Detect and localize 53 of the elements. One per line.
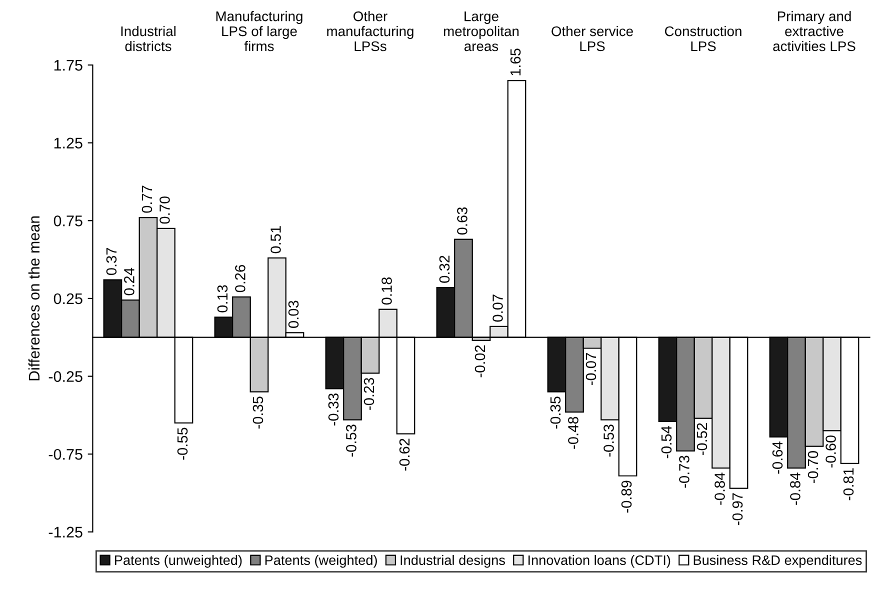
y-axis-title: Differences on the mean [28,216,40,380]
data-label: 0.07 [492,294,503,322]
data-label: 0.37 [106,248,117,276]
data-label: -0.73 [679,456,690,488]
y-tick-label: 0.75 [54,216,82,226]
data-label: 0.03 [288,300,299,328]
data-label: 0.13 [217,285,228,312]
x-tick-label: Manufacturing LPS of large firms [216,11,302,52]
y-tick-label: -0.75 [48,448,82,460]
data-label: -0.81 [843,468,854,500]
data-label: -0.35 [252,396,264,429]
y-tick-label: -1.25 [48,526,82,538]
data-label: -0.48 [568,416,578,449]
legend-label: Patents (weighted) [265,555,377,568]
data-label: -0.60 [826,435,836,468]
y-tick-label: 0.25 [54,293,82,304]
data-label: -0.33 [328,394,339,426]
x-tick-label: Other service LPS [552,26,633,52]
data-label: -0.02 [474,345,486,378]
data-label: -0.84 [790,472,800,505]
data-label: -0.07 [586,353,596,386]
data-label: -0.97 [732,493,743,526]
x-tick-label: Other manufacturing LPSs [327,11,414,52]
data-label: -0.53 [604,424,614,457]
data-label: -0.64 [772,442,783,474]
x-tick-label: Industrial districts [121,26,176,52]
x-tick-label: Construction LPS [664,26,742,52]
data-label: -0.84 [714,472,725,505]
data-label: 0.26 [235,264,246,292]
data-label: -0.52 [696,423,708,456]
data-label: 0.32 [439,256,450,283]
legend-label: Industrial designs [400,555,505,568]
data-label: -0.35 [550,396,561,429]
data-label: -0.55 [177,428,188,460]
y-tick-label: 1.25 [54,138,82,149]
data-label: 0.24 [124,268,134,296]
legend-label: Patents (unweighted) [115,555,242,568]
data-label: -0.53 [346,424,356,457]
data-label: -0.89 [621,480,632,513]
x-tick-label: Primary and extractive activities LPS [773,11,856,52]
data-label: -0.23 [364,378,374,410]
data-label: 0.63 [457,207,468,235]
y-tick-label: 1.75 [54,60,82,71]
data-label: -0.62 [399,438,410,471]
y-tick-label: -0.25 [48,371,82,382]
data-label: 0.18 [382,277,392,305]
data-label: 0.77 [142,186,152,213]
data-label: -0.70 [808,451,818,484]
data-label: -0.54 [661,426,672,458]
data-label: 0.70 [160,196,170,224]
legend-label: Innovation loans (CDTI) [528,555,670,568]
data-label: 0.51 [270,226,281,254]
legend-label: Business R&D expenditures [694,555,862,568]
